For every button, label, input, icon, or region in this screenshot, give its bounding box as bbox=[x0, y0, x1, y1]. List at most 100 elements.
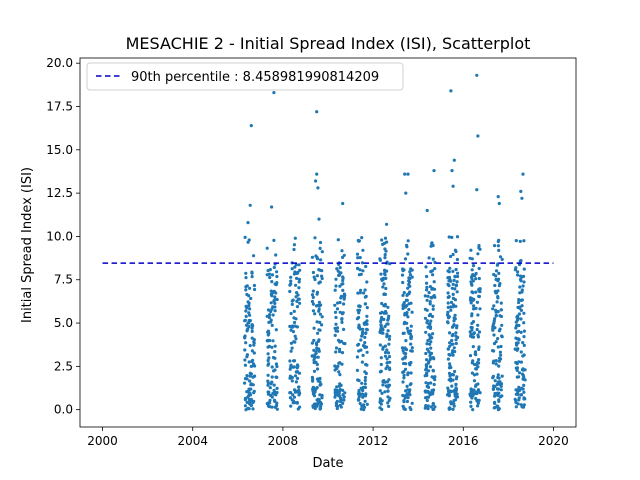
data-point bbox=[383, 324, 387, 328]
data-point bbox=[314, 179, 318, 183]
data-point bbox=[424, 368, 428, 372]
data-point bbox=[407, 302, 411, 306]
data-point bbox=[407, 282, 411, 287]
data-point bbox=[365, 327, 369, 331]
data-point bbox=[273, 309, 277, 313]
data-point bbox=[295, 276, 299, 280]
data-point bbox=[401, 404, 405, 408]
data-point bbox=[252, 254, 256, 258]
data-point bbox=[383, 256, 387, 260]
data-point bbox=[357, 349, 361, 353]
data-point bbox=[243, 335, 247, 339]
data-point bbox=[448, 341, 452, 345]
data-point bbox=[378, 257, 382, 261]
data-point bbox=[316, 186, 320, 190]
data-point bbox=[246, 221, 250, 225]
data-point bbox=[474, 384, 478, 388]
data-point bbox=[496, 380, 500, 384]
data-point bbox=[449, 300, 454, 304]
data-point bbox=[500, 374, 504, 378]
data-point bbox=[386, 305, 390, 309]
data-point bbox=[364, 294, 368, 298]
data-point bbox=[408, 273, 412, 277]
data-point bbox=[454, 267, 458, 272]
data-point bbox=[448, 344, 452, 348]
data-point bbox=[315, 346, 319, 350]
data-point bbox=[315, 290, 320, 294]
data-point bbox=[425, 358, 429, 362]
data-point bbox=[475, 300, 479, 304]
data-point bbox=[291, 393, 295, 397]
data-point bbox=[496, 295, 500, 299]
data-point bbox=[293, 236, 297, 240]
data-point bbox=[514, 360, 518, 365]
data-point bbox=[364, 264, 368, 269]
data-point bbox=[409, 335, 414, 339]
data-point bbox=[337, 273, 341, 277]
data-point bbox=[408, 406, 412, 410]
data-point bbox=[252, 399, 256, 403]
data-point bbox=[311, 309, 315, 313]
data-point bbox=[250, 323, 254, 327]
data-point bbox=[497, 248, 501, 252]
data-point bbox=[315, 320, 319, 324]
data-point bbox=[339, 383, 343, 387]
data-point bbox=[522, 239, 526, 243]
data-point bbox=[514, 392, 518, 396]
data-point bbox=[244, 271, 248, 275]
data-point bbox=[249, 387, 253, 391]
data-point bbox=[365, 322, 369, 326]
data-point bbox=[471, 392, 475, 396]
data-point bbox=[405, 245, 409, 249]
data-point bbox=[313, 277, 317, 282]
data-point bbox=[341, 201, 345, 206]
data-point bbox=[273, 305, 277, 309]
data-point bbox=[270, 205, 274, 209]
data-point bbox=[408, 363, 412, 367]
data-point bbox=[318, 312, 322, 316]
data-point bbox=[408, 290, 412, 294]
data-point bbox=[474, 277, 478, 281]
data-point bbox=[425, 208, 429, 213]
data-point bbox=[274, 328, 278, 332]
data-point bbox=[478, 307, 482, 311]
data-point bbox=[448, 266, 452, 270]
data-point bbox=[245, 292, 249, 297]
y-tick-label: 15.0 bbox=[46, 143, 73, 157]
data-point bbox=[477, 246, 481, 250]
data-point bbox=[383, 390, 387, 394]
data-point bbox=[291, 330, 295, 334]
data-point bbox=[356, 291, 360, 295]
data-point bbox=[521, 354, 525, 358]
data-point bbox=[244, 341, 248, 345]
data-point bbox=[343, 342, 347, 346]
data-point bbox=[450, 169, 454, 173]
data-point bbox=[424, 330, 428, 334]
data-point bbox=[273, 282, 277, 286]
data-point bbox=[476, 313, 480, 317]
data-point bbox=[243, 381, 247, 385]
data-point bbox=[451, 282, 455, 286]
data-point bbox=[450, 384, 454, 388]
data-point bbox=[246, 327, 250, 331]
data-point bbox=[380, 315, 384, 320]
data-point bbox=[425, 319, 429, 323]
data-point bbox=[451, 332, 455, 337]
data-point bbox=[451, 303, 456, 307]
data-point bbox=[250, 275, 254, 279]
data-point bbox=[496, 277, 501, 281]
data-point bbox=[318, 246, 322, 250]
data-point bbox=[380, 391, 384, 395]
data-point bbox=[382, 292, 386, 296]
data-point bbox=[449, 402, 453, 406]
data-point bbox=[274, 253, 278, 257]
data-point bbox=[333, 288, 337, 292]
data-point bbox=[403, 367, 408, 371]
data-point bbox=[340, 317, 344, 321]
data-point bbox=[516, 273, 520, 277]
data-point bbox=[500, 335, 504, 339]
data-point bbox=[275, 274, 279, 279]
data-point bbox=[335, 267, 339, 271]
data-point bbox=[385, 335, 389, 339]
data-point bbox=[405, 304, 409, 308]
